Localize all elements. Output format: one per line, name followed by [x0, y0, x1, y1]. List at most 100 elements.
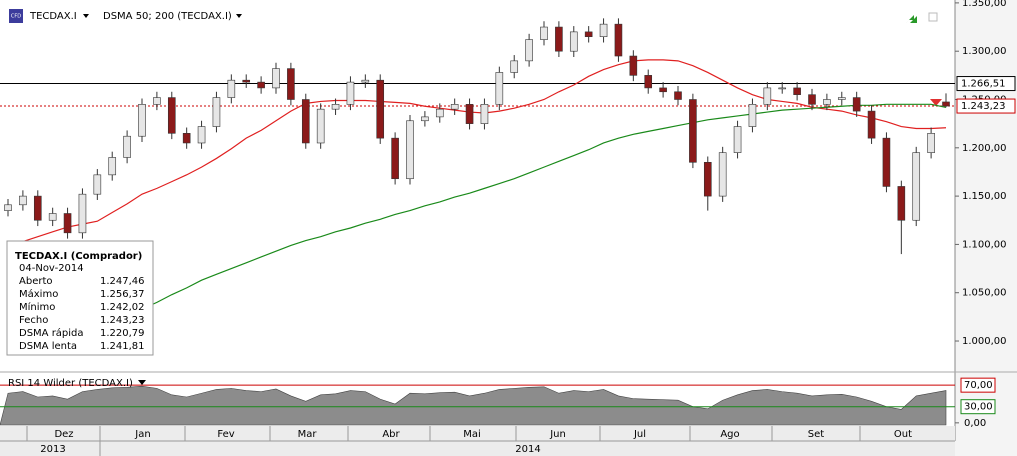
info-label: Fecho	[19, 315, 48, 326]
trend-icon[interactable]	[906, 15, 917, 23]
candle-body	[867, 110, 876, 139]
month-label: Mai	[463, 429, 481, 440]
year-label: 2014	[515, 444, 540, 455]
candle-body	[912, 152, 921, 221]
y-tick-label: 1.150,00	[962, 191, 1007, 202]
candle-body	[703, 161, 712, 197]
candle-body	[287, 68, 295, 100]
info-value: 1.256,37	[100, 289, 145, 300]
candle-body	[242, 79, 251, 83]
candle-body	[927, 133, 935, 153]
month-label: Out	[894, 429, 912, 440]
moving-average	[7, 103, 947, 346]
rsi-tick-label: 30,00	[964, 402, 993, 413]
year-label: 2013	[40, 444, 65, 455]
candle-body	[197, 126, 206, 144]
info-label: Aberto	[19, 276, 53, 287]
candle-body	[852, 97, 861, 112]
info-value: 1.243,23	[100, 315, 145, 326]
candle-body	[406, 120, 414, 180]
candle-body	[4, 204, 12, 211]
candle-body	[823, 99, 831, 105]
indicator-selector[interactable]: DSMA 50; 200 (TECDAX.I)	[103, 11, 232, 22]
candle-body	[153, 97, 161, 105]
candle-body	[763, 87, 772, 105]
info-value: 1.247,46	[100, 276, 145, 287]
window-button[interactable]	[928, 12, 938, 22]
candle-body	[584, 31, 593, 38]
info-value: 1.241,81	[100, 341, 145, 352]
rsi-tick-label: 70,00	[964, 380, 993, 391]
candle-body	[78, 193, 87, 234]
candle-body	[93, 174, 102, 195]
alert-marker	[930, 99, 942, 106]
candle-body	[108, 157, 117, 176]
dropdown-arrow[interactable]	[138, 380, 146, 385]
month-label: Jul	[633, 429, 646, 440]
candle-body	[674, 91, 682, 100]
rsi-title: RSI 14 Wilder (TECDAX.I)	[8, 378, 133, 389]
candle-body	[793, 87, 801, 95]
info-box: TECDAX.I (Comprador) 04-Nov-2014 Aberto 1…	[6, 240, 154, 356]
info-value: 1.242,02	[100, 302, 145, 313]
candle-body	[733, 126, 742, 153]
y-tick-label: 1.050,00	[962, 288, 1007, 299]
candle-body	[421, 116, 429, 122]
candle-body	[138, 104, 146, 137]
month-label: Set	[808, 429, 825, 440]
candle-body	[63, 213, 72, 234]
candle-body	[167, 97, 176, 134]
candle-body	[19, 195, 27, 206]
month-label: Abr	[382, 429, 400, 440]
cfd-icon[interactable]	[9, 9, 23, 23]
month-label: Mar	[298, 429, 318, 440]
candle-body	[450, 104, 459, 110]
info-label: DSMA rápida	[19, 327, 84, 339]
candle-body	[33, 195, 42, 221]
info-value: 1.220,79	[100, 328, 145, 339]
rsi-tick-label: 0,00	[964, 418, 986, 429]
dropdown-arrow[interactable]	[236, 14, 242, 18]
candle-body	[316, 108, 325, 144]
rsi-label-box	[960, 377, 996, 393]
symbol-selector[interactable]: TECDAX.I	[29, 11, 77, 22]
candle-body	[212, 97, 221, 127]
info-label: Máximo	[19, 288, 58, 300]
moving-average	[7, 59, 947, 246]
month-label: Dez	[54, 429, 73, 440]
month-label: Jan	[134, 429, 150, 440]
dropdown-arrow[interactable]	[83, 14, 89, 18]
info-label: DSMA lenta	[19, 341, 77, 352]
candle-body	[569, 31, 578, 52]
candle-body	[778, 87, 787, 90]
candle-body	[748, 104, 757, 127]
candle-body	[644, 75, 653, 89]
price-label: 1.266,51	[961, 79, 1006, 90]
candle-body	[331, 104, 340, 110]
candle-body	[435, 108, 444, 118]
candle-body	[525, 39, 533, 62]
price-label-box	[956, 98, 1016, 114]
candle-body	[48, 213, 57, 221]
month-label: Fev	[217, 429, 234, 440]
y-tick-label: 1.000,00	[962, 336, 1007, 347]
price-label: 1.243,23	[961, 101, 1006, 112]
candle-body	[346, 81, 355, 105]
rsi-label-box	[960, 399, 996, 415]
candle-body	[659, 87, 667, 93]
candle-body	[465, 104, 474, 124]
candle-body	[495, 72, 504, 105]
candle-body	[182, 133, 191, 144]
y-tick-label: 1.100,00	[962, 239, 1007, 250]
candle-body	[391, 137, 399, 180]
y-tick-label: 1.200,00	[962, 143, 1007, 154]
candle-body	[123, 135, 131, 158]
candle-body	[227, 79, 236, 98]
candle-body	[540, 26, 548, 40]
candle-body	[837, 97, 846, 100]
info-label: Mínimo	[19, 301, 55, 313]
y-tick-label: 1.300,00	[962, 46, 1007, 57]
candle-body	[301, 99, 310, 144]
